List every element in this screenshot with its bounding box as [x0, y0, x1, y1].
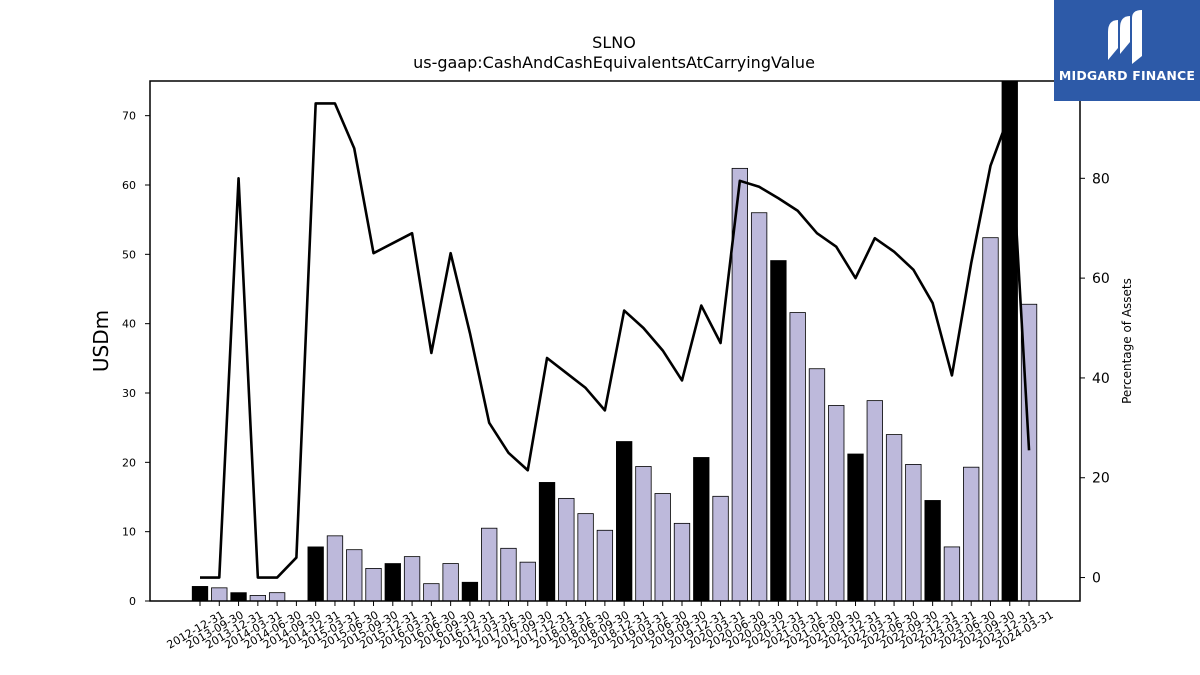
bar-2015-09-30: [365, 568, 382, 602]
bar-2014-03-31: [249, 595, 266, 602]
bar-2019-09-30: [673, 522, 691, 602]
bar-2023-06-30: [963, 466, 980, 602]
bar-2018-12-31: [616, 441, 633, 602]
bar-2019-06-30: [654, 493, 671, 602]
bar-2016-03-31: [403, 556, 421, 602]
bar-2021-06-30: [808, 368, 826, 602]
y2-tick-label-60: 60: [1092, 271, 1110, 287]
bar-2017-06-30: [500, 547, 517, 602]
bar-2022-09-30: [905, 464, 922, 602]
percentage-line: [200, 102, 1031, 579]
midgard-m-icon: [1108, 10, 1142, 64]
midgard-finance-logo: MIDGARD FINANCE: [1054, 0, 1200, 101]
bar-2022-12-31: [924, 500, 941, 602]
bar-2022-06-30: [885, 434, 903, 602]
bar-2016-09-30: [442, 563, 459, 602]
y2-tick-label-80: 80: [1092, 171, 1110, 187]
logo-text: MIDGARD FINANCE: [1058, 68, 1196, 83]
bar-2015-12-31: [384, 563, 401, 602]
bar-2020-09-30: [750, 212, 768, 602]
bar-2020-03-31: [712, 495, 729, 602]
bar-2017-03-31: [481, 527, 498, 602]
bar-2017-12-31: [538, 482, 556, 602]
line-series: [200, 102, 1031, 579]
chart-title: SLNO: [592, 33, 636, 52]
y2-tick-label-20: 20: [1092, 471, 1110, 487]
y2-axis-label: Percentage of Assets: [1120, 278, 1134, 404]
bar-2015-03-31: [326, 535, 344, 602]
y-tick-label-70: 70: [122, 110, 136, 123]
y-tick-label-50: 50: [122, 248, 136, 261]
bar-2019-12-31: [693, 457, 710, 602]
y-tick-label-40: 40: [122, 318, 136, 331]
plot-frame: [149, 80, 1081, 602]
bar-2013-12-31: [230, 592, 247, 602]
bar-2023-12-31: [1001, 80, 1018, 602]
bar-2016-12-31: [461, 581, 479, 602]
bar-2015-06-30: [346, 549, 363, 602]
bar-2012-12-31: [191, 586, 209, 602]
bar-2016-06-30: [423, 583, 440, 602]
y-tick-label-20: 20: [122, 456, 136, 469]
y-tick-label-0: 0: [129, 595, 136, 608]
bar-2018-03-31: [558, 497, 575, 602]
y2-tick-label-0: 0: [1092, 571, 1101, 587]
bar-2013-09-30: [211, 587, 228, 602]
bar-2018-06-30: [577, 513, 594, 602]
bar-2022-03-31: [866, 400, 883, 602]
bar-2014-12-31: [307, 546, 324, 602]
bar-2023-03-31: [943, 546, 961, 602]
bar-2014-06-30: [268, 592, 286, 602]
bar-2018-09-30: [596, 529, 614, 602]
y-tick-label-30: 30: [122, 387, 136, 400]
bar-2021-03-31: [789, 312, 806, 602]
y-axis-label: USDm: [89, 310, 113, 372]
y-tick-label-60: 60: [122, 179, 136, 192]
y2-tick-label-40: 40: [1092, 371, 1110, 387]
bar-2023-09-30: [982, 237, 999, 602]
y-tick-label-10: 10: [122, 526, 136, 539]
bar-2021-12-31: [847, 453, 864, 602]
bar-2020-12-31: [770, 260, 787, 602]
axes: 0102030405060700204060802012-12-312013-0…: [122, 80, 1110, 652]
bar-series: [191, 80, 1038, 602]
chart-subtitle: us-gaap:CashAndCashEquivalentsAtCarrying…: [413, 53, 815, 72]
bar-2017-09-30: [519, 561, 536, 602]
bar-2021-09-30: [828, 405, 845, 602]
bar-2019-03-31: [635, 466, 652, 602]
